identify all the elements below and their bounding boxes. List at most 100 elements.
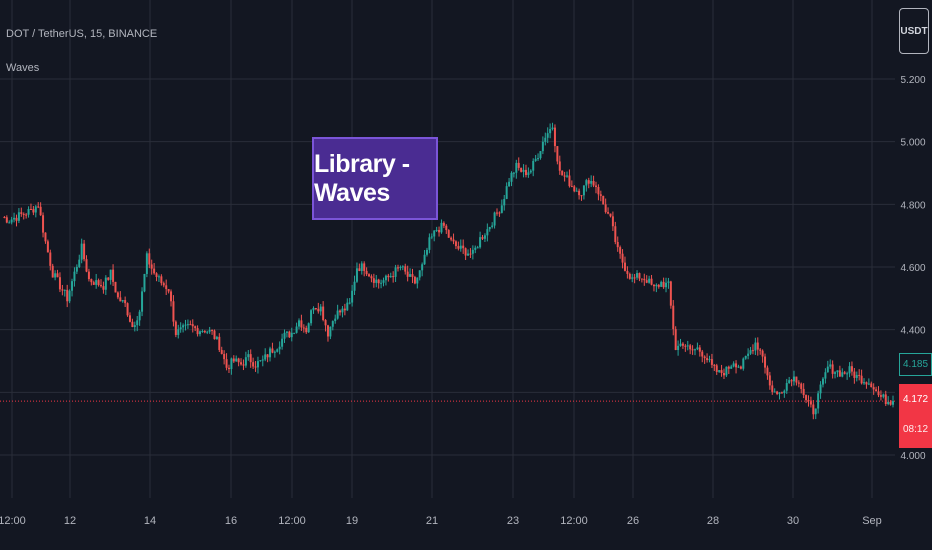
candle-body [416,277,419,284]
candle-body [510,172,513,182]
candle-body [377,279,380,284]
candle-body [392,276,395,278]
candle-body [447,230,450,238]
candle-body [90,279,93,283]
candle-body [213,330,216,340]
candle-body [836,370,839,373]
candle-body [252,362,255,367]
candle-body [232,358,235,362]
candle-body [459,245,462,249]
candle-body [771,385,774,392]
candle-body [370,276,373,279]
candle-body [10,219,13,223]
candle-body [783,390,786,394]
candle-body [563,175,566,177]
candle-body [128,315,131,322]
candle-body [310,310,313,324]
candle-body [838,370,841,377]
candle-body [611,216,614,227]
price-series [3,122,894,420]
candle-body [329,326,332,337]
candle-body [812,404,815,415]
candle-body [307,323,310,333]
candle-body [597,186,600,195]
candle-body [689,345,692,350]
candle-body [58,277,61,290]
last-price-value: 4.172 [902,394,929,405]
candle-body [677,345,680,351]
candle-body [855,374,858,378]
candle-body [206,331,209,333]
candle-body [8,222,11,224]
candle-body [834,372,837,374]
candle-body [39,206,42,216]
candle-body [491,225,494,227]
candle-body [657,284,660,287]
currency-button[interactable]: USDT [899,8,929,54]
candle-body [44,232,47,242]
x-tick-label: 12 [64,515,76,527]
candle-body [399,267,402,269]
candle-body [150,264,153,269]
candle-body [384,275,387,281]
candle-body [708,359,711,361]
candle-body [218,336,221,350]
candle-body [145,253,148,274]
candle-body [409,274,412,277]
indicator-label[interactable]: Waves [6,62,40,74]
x-tick-label: 12:00 [278,515,306,527]
candle-body [515,162,518,173]
candle-body [662,281,665,288]
candle-body [517,162,520,168]
chart-grid [0,0,895,498]
candle-body [766,367,769,376]
y-tick-label: 4.000 [900,451,925,462]
candle-body [397,267,399,269]
candle-body [681,343,684,346]
candle-body [882,394,885,397]
candle-body [442,222,445,226]
candle-body [573,186,576,192]
candle-body [148,253,151,265]
candle-body [582,185,585,196]
candle-body [452,239,455,242]
candle-body [527,172,530,175]
x-tick-label: 28 [707,515,719,527]
candle-body [556,146,559,162]
candle-body [754,342,757,351]
candle-body [698,347,701,352]
candle-body [133,325,136,327]
candle-body [324,319,327,326]
candle-body [131,321,134,327]
candle-body [805,395,808,401]
candle-body [162,283,165,286]
candle-body [814,408,817,415]
candle-body [406,271,409,277]
candle-body [271,348,274,353]
candle-body [749,350,752,354]
candle-body [264,354,267,360]
candle-body [483,235,486,239]
candle-body [211,330,214,332]
candle-body [242,364,245,366]
candle-body [293,332,296,334]
candle-body [633,277,636,279]
candle-body [865,382,868,385]
symbol-title[interactable]: DOT / TetherUS, 15, BINANCE [6,28,158,40]
candle-body [440,222,443,233]
candle-body [336,310,339,319]
candle-body [529,170,532,173]
candle-body [230,358,233,370]
candle-body [203,331,206,333]
candle-body [713,364,716,366]
candle-body [604,204,607,213]
candle-body [870,383,873,388]
candle-body [877,391,880,396]
candle-body [160,276,163,284]
candle-body [655,284,658,287]
candle-body [768,375,771,386]
x-tick-label: 26 [627,515,639,527]
candle-body [761,350,764,357]
